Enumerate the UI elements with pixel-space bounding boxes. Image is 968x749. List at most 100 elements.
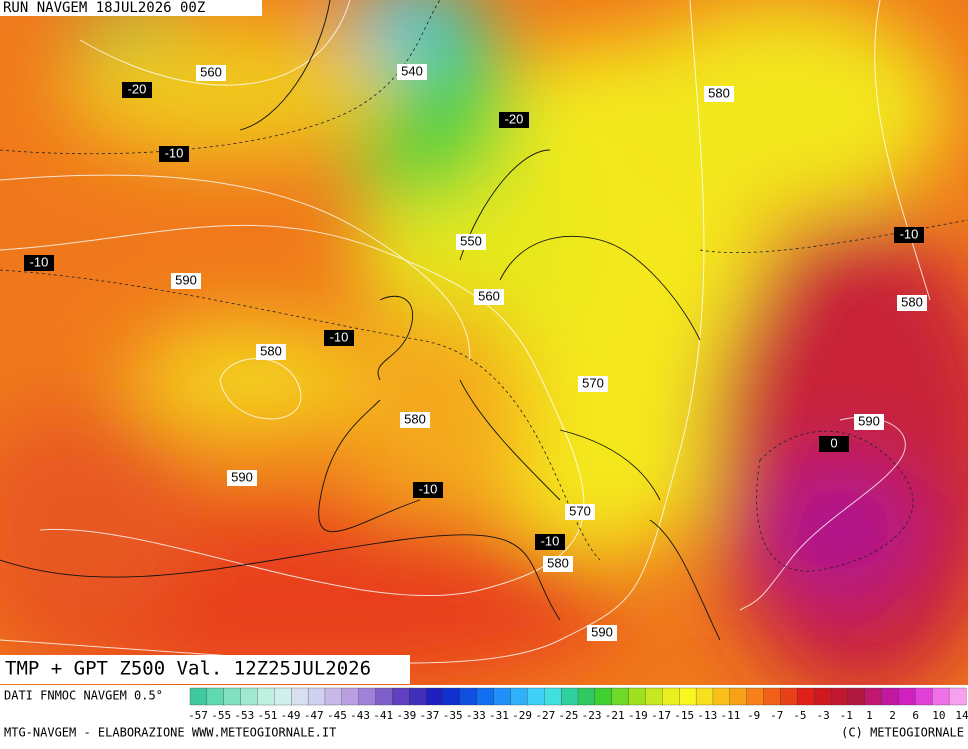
temp-label: -20 — [505, 111, 524, 126]
colorbar-tick-label: -21 — [605, 709, 625, 722]
colorbar-tick-label: -19 — [628, 709, 648, 722]
height-label-box — [196, 65, 226, 81]
colorbar-swatch — [409, 687, 427, 706]
height-label-box — [578, 376, 608, 392]
height-label: 590 — [175, 272, 197, 287]
copyright-label: (C) METEOGIORNALE — [841, 726, 964, 740]
height-label-box — [256, 344, 286, 360]
height-label: 570 — [569, 503, 591, 518]
temp-label: -10 — [419, 481, 438, 496]
source-label: DATI FNMOC NAVGEM 0.5° — [4, 689, 163, 703]
colorbar-swatch — [847, 687, 866, 706]
colorbar-tick-label: -27 — [535, 709, 555, 722]
colorbar-swatch — [341, 687, 360, 706]
run-box — [0, 0, 262, 16]
colorbar-swatch — [442, 687, 461, 706]
colorbar-tick-label: -47 — [304, 709, 324, 722]
colorbar-swatch — [324, 687, 343, 706]
height-label: 590 — [591, 624, 613, 639]
colorbar-tick-label: 1 — [866, 709, 873, 722]
colorbar-tick-label: -25 — [558, 709, 578, 722]
height-label: 560 — [478, 288, 500, 303]
height-label: 570 — [582, 375, 604, 390]
colorbar-swatch — [797, 687, 815, 706]
colorbar-swatch — [915, 687, 933, 706]
height-label-box — [227, 470, 257, 486]
temp-contours — [0, 0, 968, 572]
colorbar-swatch — [729, 687, 748, 706]
height-label: 540 — [401, 63, 423, 78]
height-label-box — [587, 625, 617, 641]
colorbar-tick-label: -3 — [816, 709, 829, 722]
height-label-box — [543, 556, 573, 572]
colorbar-swatch — [257, 687, 275, 706]
colorbar-swatch — [375, 687, 393, 706]
colorbar-swatch — [695, 687, 714, 706]
credit-label: MTG-NAVGEM - ELABORAZIONE WWW.METEOGIORN… — [4, 726, 336, 740]
temp-label-box — [324, 330, 354, 346]
height-label: 580 — [547, 555, 569, 570]
colorbar-swatch — [358, 687, 377, 706]
colorbar-swatch — [206, 687, 225, 706]
temp-label: 0 — [830, 435, 837, 450]
colorbar-swatch — [948, 687, 967, 706]
height-label-box — [854, 414, 884, 430]
colorbar-swatch — [223, 687, 242, 706]
temp-label-box — [122, 82, 152, 98]
colorbar-swatch — [594, 687, 613, 706]
colorbar-tick-label: -7 — [770, 709, 783, 722]
colorbar-tick-label: -51 — [258, 709, 278, 722]
colorbar-tick-label: -35 — [443, 709, 463, 722]
colorbar-tick-label: -41 — [373, 709, 393, 722]
colorbar-tick-label: -39 — [396, 709, 416, 722]
colorbar-swatch — [527, 687, 545, 706]
temp-label: -10 — [30, 254, 49, 269]
colorbar-swatch — [493, 687, 511, 706]
height-label-box — [400, 412, 430, 428]
colorbar-tick-label: -5 — [793, 709, 806, 722]
colorbar-tick-label: 2 — [889, 709, 896, 722]
height-label: 580 — [708, 85, 730, 100]
colorbar-tick-label: -49 — [281, 709, 301, 722]
temp-label-box — [159, 146, 189, 162]
height-label-box — [565, 504, 595, 520]
colorbar-swatch — [864, 687, 883, 706]
colorbar-swatch — [510, 687, 528, 706]
height-label-box — [897, 295, 927, 311]
colorbar-swatch — [881, 687, 899, 706]
colorbar-swatch — [291, 687, 309, 706]
colorbar-tick-label: -45 — [327, 709, 347, 722]
colorbar-tick-label: 10 — [932, 709, 945, 722]
temp-label: -10 — [541, 533, 560, 548]
height-label-box — [397, 64, 427, 80]
height-label-box — [474, 289, 504, 305]
temp-label-box — [894, 227, 924, 243]
temp-label-box — [499, 112, 529, 128]
temp-label-box — [535, 534, 565, 550]
title-box — [0, 655, 410, 684]
colorbar-swatch — [544, 687, 562, 706]
colorbar-tick-label: -55 — [211, 709, 231, 722]
colorbar-tick-label: -43 — [350, 709, 370, 722]
temp-label-box — [413, 482, 443, 498]
colorbar-tick-label: -13 — [697, 709, 717, 722]
colorbar-tick-label: -11 — [721, 709, 741, 722]
colorbar-swatch — [628, 687, 646, 706]
colorbar-swatch — [392, 687, 410, 706]
colorbar-tick-label: -33 — [466, 709, 486, 722]
colorbar-swatch — [830, 687, 849, 706]
temp-label-box — [819, 436, 849, 452]
colorbar-swatch — [307, 687, 326, 706]
height-label-box — [456, 234, 486, 250]
height-label: 590 — [231, 469, 253, 484]
colorbar-swatch — [476, 687, 495, 706]
colorbar-swatch — [459, 687, 478, 706]
colorbar-tick-label: -29 — [512, 709, 532, 722]
colorbar-swatch — [577, 687, 596, 706]
height-label-box — [171, 273, 201, 289]
temp-label: -20 — [128, 81, 147, 96]
colorbar-tick-label: -17 — [651, 709, 671, 722]
temp-label: -10 — [330, 329, 349, 344]
colorbar-swatch — [240, 687, 258, 706]
